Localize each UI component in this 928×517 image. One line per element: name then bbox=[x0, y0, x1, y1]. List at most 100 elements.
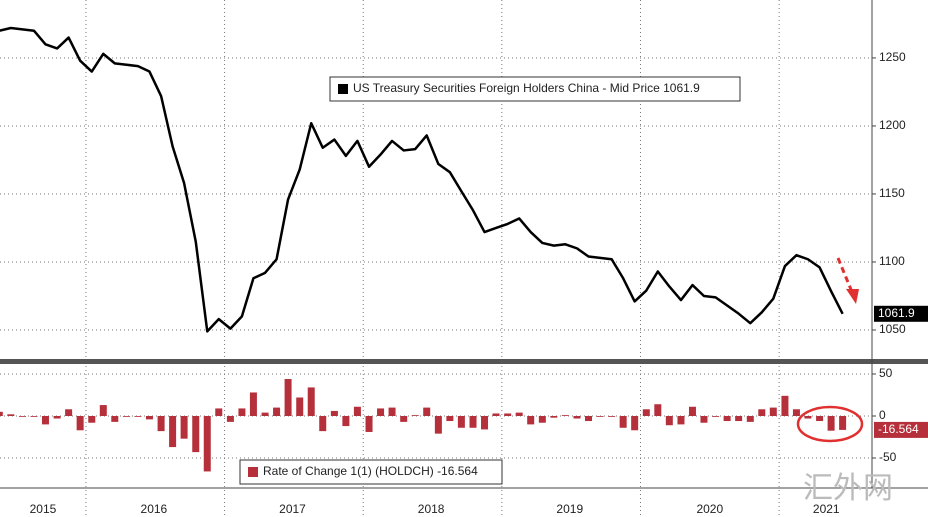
bar bbox=[134, 415, 142, 417]
x-tick-label: 2021 bbox=[813, 502, 840, 516]
legend-label: US Treasury Securities Foreign Holders C… bbox=[353, 81, 700, 95]
bar bbox=[527, 415, 535, 425]
bar bbox=[816, 415, 824, 422]
bar bbox=[330, 410, 338, 416]
legend-swatch bbox=[338, 84, 348, 94]
bar bbox=[169, 415, 177, 448]
x-tick-label: 2016 bbox=[141, 502, 168, 516]
bar bbox=[665, 415, 673, 426]
legend-swatch bbox=[248, 467, 258, 477]
last-value-label: -16.564 bbox=[878, 422, 919, 436]
bar bbox=[758, 409, 766, 416]
bar bbox=[226, 415, 234, 422]
bar bbox=[596, 415, 604, 417]
bar bbox=[827, 415, 835, 431]
bar bbox=[769, 407, 777, 416]
bar bbox=[400, 415, 408, 422]
bar bbox=[804, 415, 812, 419]
bar bbox=[584, 415, 592, 422]
y-tick-label: 1250 bbox=[879, 50, 906, 64]
bar bbox=[688, 406, 696, 416]
bar bbox=[307, 387, 315, 416]
bar bbox=[261, 412, 269, 416]
y-tick-label: 1200 bbox=[879, 118, 906, 132]
bar bbox=[746, 415, 754, 422]
bar bbox=[434, 415, 442, 434]
bar bbox=[284, 379, 292, 416]
bar bbox=[157, 415, 165, 432]
legend-label: Rate of Change 1(1) (HOLDCH) -16.564 bbox=[263, 464, 478, 478]
bar bbox=[573, 415, 581, 419]
bar bbox=[550, 415, 558, 418]
x-tick-label: 2018 bbox=[418, 502, 445, 516]
bar bbox=[296, 397, 304, 416]
y-tick-label: 1150 bbox=[879, 186, 905, 200]
panel-separator bbox=[0, 359, 928, 364]
bar bbox=[538, 415, 546, 423]
bar bbox=[712, 415, 720, 417]
annotation-arrow bbox=[836, 257, 854, 293]
bar bbox=[273, 407, 281, 416]
bar bbox=[457, 415, 465, 428]
bar bbox=[411, 415, 419, 416]
bar bbox=[619, 415, 627, 428]
bar bbox=[65, 409, 73, 416]
bar bbox=[446, 415, 454, 422]
bar bbox=[792, 409, 800, 416]
line-series bbox=[0, 26, 844, 333]
y-tick-label: 0 bbox=[879, 408, 886, 422]
bar bbox=[735, 415, 743, 422]
bar bbox=[249, 392, 257, 416]
bar bbox=[515, 412, 523, 416]
last-value-tag bbox=[874, 421, 928, 438]
bar bbox=[7, 414, 15, 416]
legend-box bbox=[329, 76, 741, 102]
annotation-circle bbox=[796, 405, 864, 443]
x-tick-label: 2020 bbox=[696, 502, 723, 516]
bar bbox=[608, 415, 616, 417]
bar bbox=[481, 415, 489, 430]
legend-box bbox=[239, 459, 503, 485]
bar bbox=[53, 415, 61, 419]
bar bbox=[111, 415, 119, 422]
bar bbox=[492, 413, 500, 416]
bar bbox=[192, 415, 200, 453]
bar bbox=[76, 415, 84, 431]
y-tick-label: 1100 bbox=[879, 254, 905, 268]
bar bbox=[30, 415, 38, 417]
watermark: 汇外网 bbox=[803, 472, 893, 505]
bar bbox=[41, 415, 49, 425]
bar bbox=[642, 409, 650, 416]
bar bbox=[203, 415, 211, 472]
bar bbox=[238, 408, 246, 416]
y-tick-label: -50 bbox=[879, 450, 897, 464]
bar bbox=[18, 415, 26, 417]
bar bbox=[122, 415, 130, 417]
bar bbox=[388, 407, 396, 416]
y-tick-label: 50 bbox=[879, 366, 893, 380]
bar bbox=[0, 411, 3, 416]
bar bbox=[215, 408, 223, 416]
bar bbox=[700, 415, 708, 423]
x-tick-label: 2015 bbox=[30, 502, 57, 516]
bar bbox=[561, 415, 569, 416]
last-value-label: 1061.9 bbox=[878, 306, 915, 320]
y-tick-label: 1050 bbox=[879, 322, 906, 336]
bar bbox=[781, 395, 789, 416]
bar bbox=[839, 415, 847, 430]
last-value-tag bbox=[874, 305, 928, 322]
x-tick-label: 2019 bbox=[556, 502, 583, 516]
bar bbox=[353, 406, 361, 416]
bar bbox=[469, 415, 477, 428]
bar bbox=[342, 415, 350, 427]
bar bbox=[631, 415, 639, 431]
bar bbox=[504, 413, 512, 416]
bar bbox=[654, 404, 662, 416]
bar bbox=[145, 415, 153, 420]
bar bbox=[319, 415, 327, 432]
x-tick-label: 2017 bbox=[279, 502, 306, 516]
bar bbox=[723, 415, 731, 422]
